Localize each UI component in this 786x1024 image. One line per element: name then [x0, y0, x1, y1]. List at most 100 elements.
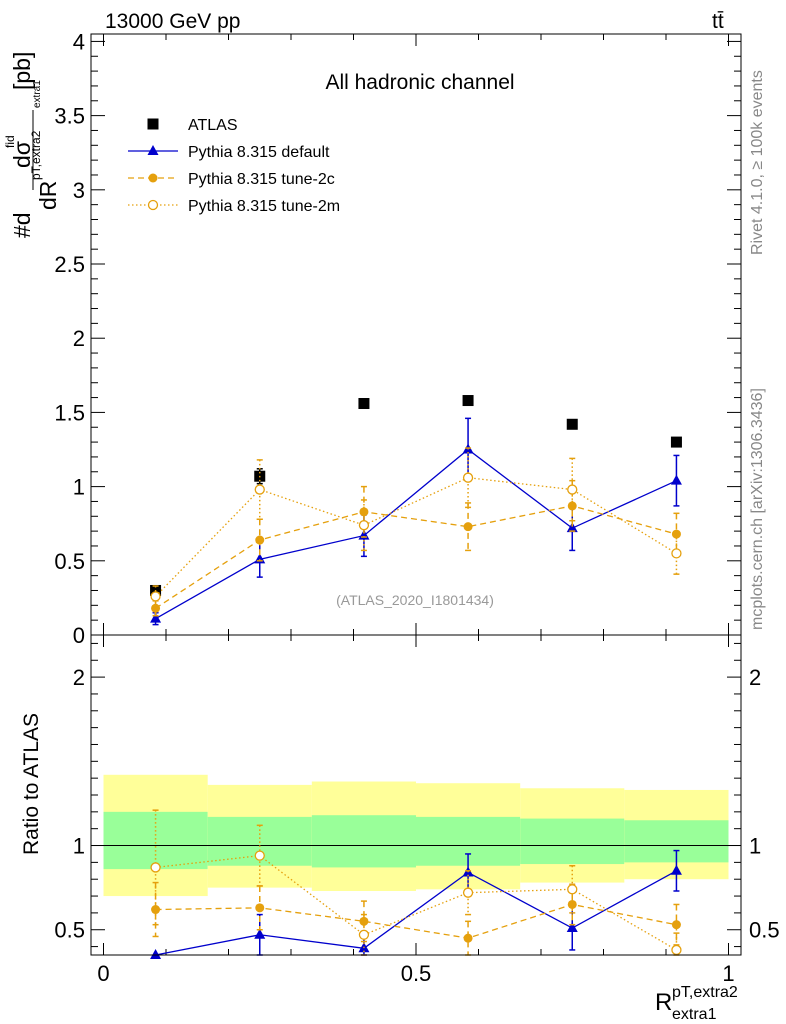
- data-point: [255, 903, 265, 913]
- y-tick-label: 2: [73, 665, 85, 690]
- legend-label: Pythia 8.315 tune-2m: [188, 198, 340, 215]
- ratio-plot-frame: [90, 634, 742, 956]
- analysis-id-label: (ATLAS_2020_I1801434): [336, 592, 494, 608]
- data-point: [566, 418, 578, 430]
- data-point: [150, 862, 161, 873]
- data-point: [254, 484, 265, 495]
- data-point: [671, 548, 682, 559]
- y-tick-label: 2.5: [54, 252, 85, 277]
- y-tick-label: 0.5: [54, 549, 85, 574]
- data-point: [462, 472, 474, 483]
- y-tick-label: 0: [73, 623, 85, 648]
- data-point: [463, 522, 473, 532]
- y-tick-label-right: 1: [749, 834, 761, 859]
- ratio-y-axis-label: Ratio to ATLAS: [20, 713, 43, 855]
- series-dotted-open-circle: [150, 447, 682, 608]
- data-point: [567, 899, 577, 909]
- legend-marker: [147, 199, 159, 211]
- main-ylabel-denominator-sub: extra1: [32, 80, 43, 108]
- data-point: [254, 928, 266, 939]
- ratio-inner-band-bin: [103, 811, 208, 870]
- series-line: [155, 448, 677, 620]
- data-point: [255, 535, 265, 545]
- series-line: [155, 505, 677, 609]
- x-tick-label: 0.5: [401, 961, 432, 986]
- series-dashed-circle: [151, 881, 681, 956]
- legend-entry: Pythia 8.315 tune-2m: [128, 198, 340, 215]
- series-line: [155, 854, 677, 951]
- legend-marker: [148, 173, 158, 183]
- data-point: [670, 436, 682, 448]
- data-point: [671, 944, 682, 956]
- data-point: [151, 905, 161, 915]
- legend-label: Pythia 8.315 tune-2c: [188, 171, 335, 188]
- data-point: [151, 603, 161, 613]
- x-axis-label: R pT,extra2 extra1: [655, 984, 738, 1023]
- series-square: [150, 395, 682, 596]
- legend: ATLAS Pythia 8.315 default Pythia 8.315 tu…: [128, 117, 340, 215]
- data-point: [359, 507, 369, 517]
- legend-marker: [147, 145, 159, 155]
- y-tick-label: 1.5: [54, 400, 85, 425]
- data-point: [567, 884, 578, 895]
- x-tick-label: 0: [97, 961, 109, 986]
- data-point: [463, 933, 473, 943]
- y-tick-label: 3.5: [54, 104, 85, 129]
- y-tick-label: 2: [73, 326, 85, 351]
- y-tick-label: 1: [73, 834, 85, 859]
- y-tick-label: 1: [73, 475, 85, 500]
- legend-entry: Pythia 8.315 default: [128, 144, 330, 161]
- y-tick-label-right: 2: [749, 665, 761, 690]
- main-ylabel-denominator-sup: pT,extra2: [29, 130, 43, 180]
- main-ylabel-numerator: dσ: [9, 141, 35, 168]
- series-dotted-open-circle: [150, 809, 682, 956]
- data-point: [359, 916, 369, 926]
- data-point: [150, 612, 162, 623]
- legend-entry: Pythia 8.315 tune-2c: [128, 171, 335, 188]
- process-label: tt̄: [712, 10, 724, 33]
- data-point: [567, 501, 577, 511]
- main-ylabel-unit: [pb]: [9, 52, 35, 90]
- data-point: [567, 484, 578, 495]
- main-ylabel-numerator-sup: fid: [3, 135, 17, 148]
- ratio-panel: 0 0.5 1 0.5 0.5 1 1 2 2: [54, 634, 780, 986]
- series-line: [155, 870, 677, 956]
- legend-entry: ATLAS: [147, 117, 238, 134]
- main-plot-title: All hadronic channel: [325, 71, 514, 94]
- ratio-inner-band-bin: [311, 815, 416, 868]
- xlabel-main: R: [655, 989, 672, 1016]
- main-y-axis-label: #d dσ fid dR pT,extra2 extra1 [pb]: [3, 52, 61, 238]
- ratio-inner-band-bin: [520, 818, 625, 865]
- y-tick-label: 4: [73, 29, 85, 54]
- data-point: [462, 395, 474, 407]
- data-point: [671, 920, 681, 930]
- xlabel-sup: pT,extra2: [672, 984, 738, 1001]
- legend-label: ATLAS: [188, 117, 238, 134]
- mcplots-label: mcplots.cern.ch [arXiv:1306.3436]: [749, 388, 766, 630]
- series-line: [155, 903, 677, 939]
- data-point: [566, 922, 578, 933]
- x-tick-label: 1: [722, 961, 734, 986]
- y-tick-label: 3: [73, 178, 85, 203]
- energy-label: 13000 GeV pp: [105, 10, 240, 33]
- series-line: [155, 477, 677, 597]
- data-point: [670, 474, 682, 485]
- rivet-version-label: Rivet 4.1.0, ≥ 100k events: [749, 70, 766, 255]
- legend-label: Pythia 8.315 default: [188, 144, 330, 161]
- legend-marker: [147, 118, 159, 130]
- data-point: [150, 591, 161, 602]
- data-point: [254, 850, 265, 861]
- data-point: [358, 398, 370, 410]
- data-point: [566, 522, 578, 533]
- data-point: [358, 929, 370, 940]
- data-point: [358, 520, 370, 531]
- data-point: [150, 949, 162, 959]
- main-ylabel-denominator: dR: [35, 181, 61, 210]
- data-point: [670, 864, 682, 875]
- y-tick-label-right: 0.5: [749, 918, 780, 943]
- main-ylabel-prefix: #d: [9, 212, 35, 238]
- y-tick-label: 0.5: [54, 918, 85, 943]
- data-point: [462, 887, 474, 898]
- main-panel: 0 0.5 1 1.5 2 2.5 3 3.5 4 All hadronic channel ATL…: [54, 29, 742, 648]
